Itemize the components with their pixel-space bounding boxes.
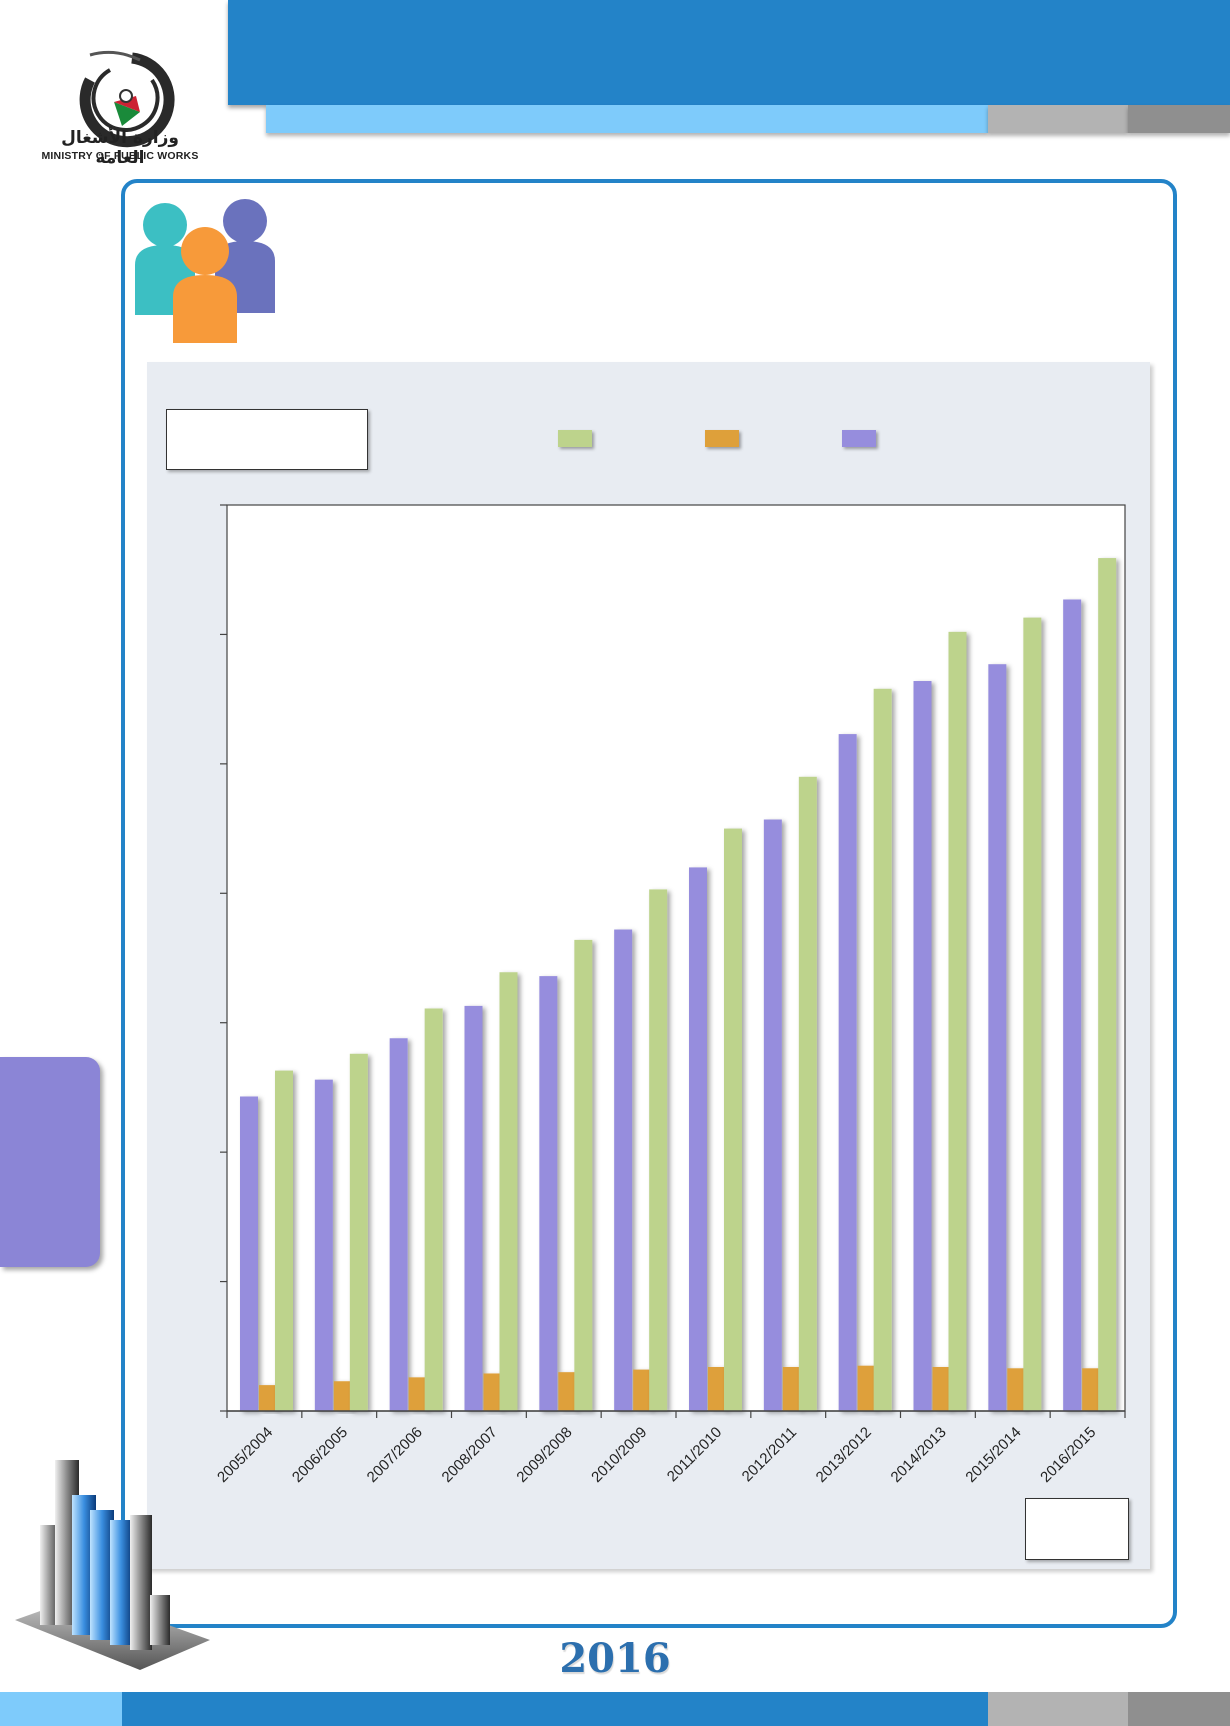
bar-chart-buildings-icon <box>15 1460 210 1670</box>
footer-stripe-light <box>0 1692 122 1726</box>
logo-arabic-text: وزارة الأشغال العامة <box>61 128 179 168</box>
legend-swatch-series-1 <box>842 430 876 447</box>
logo-english-text: MINISTRY OF PUBLIC WORKS <box>41 150 199 162</box>
section-side-tab <box>0 1057 100 1267</box>
unit-label-box <box>166 409 368 470</box>
footer-stripe-grey <box>988 1692 1128 1726</box>
legend-swatch-series-2 <box>705 430 739 447</box>
header-stripe-light <box>266 105 988 133</box>
footer-stripe-dark-grey <box>1128 1692 1230 1726</box>
source-note-box <box>1025 1498 1129 1560</box>
header-bar <box>228 0 1230 105</box>
footer-year: 2016 <box>559 1635 671 1682</box>
legend-swatch-series-3 <box>558 430 592 447</box>
header-stripe-grey <box>988 105 1128 133</box>
header-stripe-dark-grey <box>1128 105 1230 133</box>
chart-panel <box>147 362 1150 1569</box>
ministry-logo-icon <box>79 50 175 148</box>
people-group-icon <box>135 199 275 343</box>
footer-bar <box>122 1692 988 1726</box>
